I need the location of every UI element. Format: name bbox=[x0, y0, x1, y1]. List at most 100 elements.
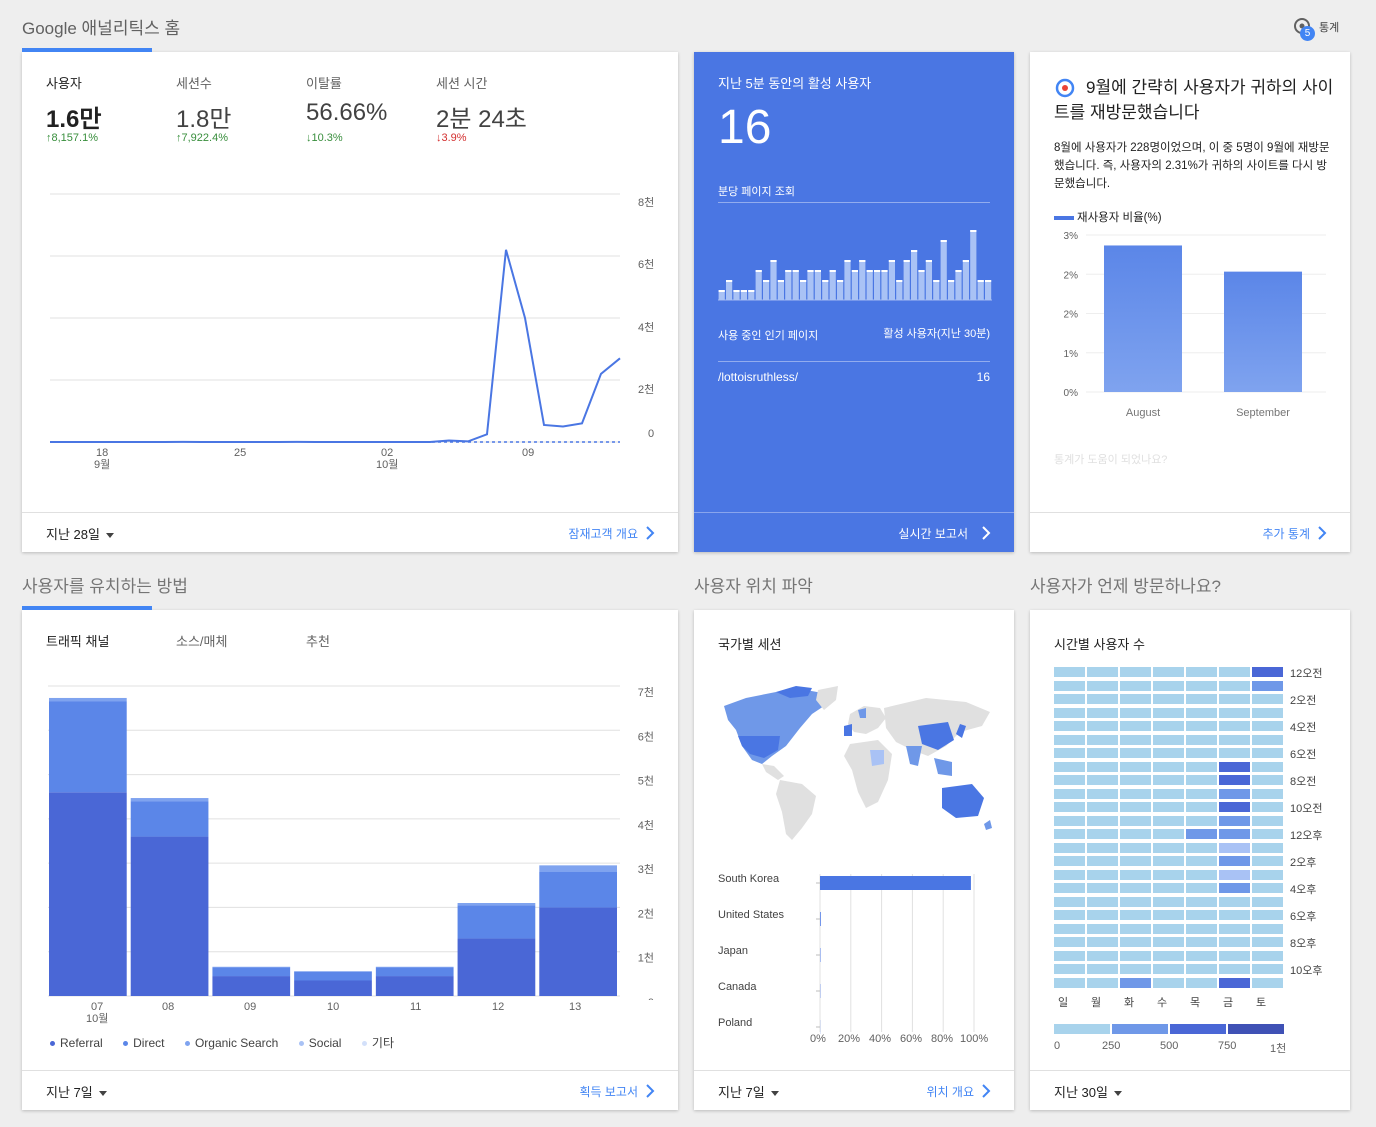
heatmap-cell[interactable] bbox=[1054, 923, 1085, 934]
heatmap-cell[interactable] bbox=[1153, 883, 1184, 893]
heatmap-cell[interactable] bbox=[1120, 923, 1151, 934]
heatmap-cell[interactable] bbox=[1252, 910, 1283, 920]
heatmap-cell[interactable] bbox=[1252, 829, 1283, 839]
heatmap-cell[interactable] bbox=[1120, 829, 1151, 839]
heatmap-cell[interactable] bbox=[1219, 964, 1250, 974]
heatmap-cell[interactable] bbox=[1087, 775, 1118, 785]
page-row-path[interactable]: /lottoisruthless/ bbox=[718, 370, 799, 384]
feedback-prompt[interactable]: 통계가 도움이 되었나요? bbox=[1054, 454, 1168, 466]
heatmap-cell[interactable] bbox=[1087, 883, 1118, 893]
heatmap-cell[interactable] bbox=[1186, 734, 1217, 745]
heatmap-cell[interactable] bbox=[1219, 977, 1250, 988]
heatmap-cell[interactable] bbox=[1087, 937, 1118, 947]
heatmap-cell[interactable] bbox=[1186, 950, 1217, 961]
date-range-dropdown[interactable]: 지난 28일 bbox=[46, 524, 114, 543]
heatmap-cell[interactable] bbox=[1219, 788, 1250, 799]
heatmap-cell[interactable] bbox=[1054, 748, 1085, 758]
legend-other[interactable]: 기타 bbox=[361, 1034, 394, 1051]
heatmap-cell[interactable] bbox=[1252, 856, 1283, 866]
heatmap-cell[interactable] bbox=[1087, 802, 1118, 812]
heatmap-cell[interactable] bbox=[1087, 923, 1118, 934]
heatmap-cell[interactable] bbox=[1120, 815, 1151, 826]
heatmap-cell[interactable] bbox=[1252, 869, 1283, 880]
heatmap-cell[interactable] bbox=[1186, 815, 1217, 826]
heatmap-cell[interactable] bbox=[1054, 896, 1085, 907]
heatmap-cell[interactable] bbox=[1054, 842, 1085, 853]
chevron-right-icon[interactable] bbox=[1316, 525, 1328, 541]
heatmap-cell[interactable] bbox=[1252, 977, 1283, 988]
heatmap-cell[interactable] bbox=[1120, 964, 1151, 974]
tab-referrals[interactable]: 추천 bbox=[306, 634, 330, 649]
heatmap-cell[interactable] bbox=[1153, 721, 1184, 731]
heatmap-cell[interactable] bbox=[1054, 869, 1085, 880]
heatmap-cell[interactable] bbox=[1120, 788, 1151, 799]
heatmap-cell[interactable] bbox=[1186, 910, 1217, 920]
heatmap-cell[interactable] bbox=[1252, 842, 1283, 853]
heatmap-cell[interactable] bbox=[1087, 964, 1118, 974]
heatmap-cell[interactable] bbox=[1120, 694, 1151, 704]
heatmap-cell[interactable] bbox=[1186, 964, 1217, 974]
heatmap-cell[interactable] bbox=[1054, 883, 1085, 893]
heatmap-cell[interactable] bbox=[1153, 842, 1184, 853]
heatmap-cell[interactable] bbox=[1252, 748, 1283, 758]
legend-social[interactable]: Social bbox=[298, 1036, 341, 1050]
heatmap-cell[interactable] bbox=[1120, 842, 1151, 853]
heatmap-cell[interactable] bbox=[1252, 667, 1283, 677]
heatmap-cell[interactable] bbox=[1054, 856, 1085, 866]
heatmap-cell[interactable] bbox=[1054, 775, 1085, 785]
heatmap-cell[interactable] bbox=[1054, 937, 1085, 947]
heatmap-cell[interactable] bbox=[1153, 788, 1184, 799]
heatmap-cell[interactable] bbox=[1153, 680, 1184, 691]
heatmap-cell[interactable] bbox=[1219, 856, 1250, 866]
heatmap-cell[interactable] bbox=[1219, 734, 1250, 745]
heatmap-cell[interactable] bbox=[1153, 869, 1184, 880]
heatmap-cell[interactable] bbox=[1219, 910, 1250, 920]
heatmap-cell[interactable] bbox=[1120, 883, 1151, 893]
heatmap-cell[interactable] bbox=[1153, 896, 1184, 907]
date-range-dropdown[interactable]: 지난 30일 bbox=[1054, 1082, 1122, 1101]
heatmap-cell[interactable] bbox=[1219, 815, 1250, 826]
heatmap-cell[interactable] bbox=[1252, 694, 1283, 704]
heatmap-cell[interactable] bbox=[1153, 761, 1184, 772]
heatmap-cell[interactable] bbox=[1054, 667, 1085, 677]
heatmap-cell[interactable] bbox=[1186, 977, 1217, 988]
date-range-dropdown[interactable]: 지난 7일 bbox=[718, 1082, 779, 1101]
tab-source-medium[interactable]: 소스/매체 bbox=[176, 634, 228, 649]
heatmap-cell[interactable] bbox=[1186, 721, 1217, 731]
heatmap-cell[interactable] bbox=[1186, 748, 1217, 758]
heatmap-cell[interactable] bbox=[1252, 937, 1283, 947]
heatmap-cell[interactable] bbox=[1054, 950, 1085, 961]
heatmap-cell[interactable] bbox=[1186, 869, 1217, 880]
heatmap-cell[interactable] bbox=[1252, 815, 1283, 826]
heatmap-cell[interactable] bbox=[1186, 694, 1217, 704]
heatmap-cell[interactable] bbox=[1252, 680, 1283, 691]
world-map[interactable] bbox=[716, 684, 996, 844]
heatmap-cell[interactable] bbox=[1153, 937, 1184, 947]
heatmap-cell[interactable] bbox=[1153, 964, 1184, 974]
heatmap-cell[interactable] bbox=[1054, 734, 1085, 745]
heatmap-cell[interactable] bbox=[1087, 748, 1118, 758]
heatmap-cell[interactable] bbox=[1186, 775, 1217, 785]
heatmap-cell[interactable] bbox=[1186, 788, 1217, 799]
heatmap-cell[interactable] bbox=[1252, 896, 1283, 907]
heatmap-cell[interactable] bbox=[1186, 761, 1217, 772]
heatmap-cell[interactable] bbox=[1219, 761, 1250, 772]
heatmap-cell[interactable] bbox=[1219, 680, 1250, 691]
heatmap-cell[interactable] bbox=[1087, 667, 1118, 677]
heatmap-cell[interactable] bbox=[1186, 923, 1217, 934]
heatmap-cell[interactable] bbox=[1252, 923, 1283, 934]
heatmap-cell[interactable] bbox=[1153, 923, 1184, 934]
heatmap-cell[interactable] bbox=[1219, 802, 1250, 812]
heatmap-cell[interactable] bbox=[1186, 856, 1217, 866]
heatmap-cell[interactable] bbox=[1054, 910, 1085, 920]
heatmap-cell[interactable] bbox=[1252, 802, 1283, 812]
heatmap-cell[interactable] bbox=[1219, 694, 1250, 704]
heatmap-cell[interactable] bbox=[1054, 815, 1085, 826]
heatmap-cell[interactable] bbox=[1219, 869, 1250, 880]
location-overview-link[interactable]: 위치 개요 bbox=[926, 1085, 975, 1099]
heatmap-cell[interactable] bbox=[1186, 842, 1217, 853]
heatmap-cell[interactable] bbox=[1054, 802, 1085, 812]
audience-overview-link[interactable]: 잠재고객 개요 bbox=[568, 527, 638, 541]
heatmap-cell[interactable] bbox=[1252, 950, 1283, 961]
heatmap-cell[interactable] bbox=[1120, 910, 1151, 920]
